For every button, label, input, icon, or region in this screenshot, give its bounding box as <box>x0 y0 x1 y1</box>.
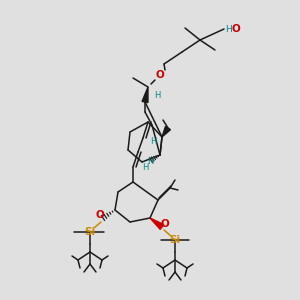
Polygon shape <box>142 87 148 103</box>
Text: O: O <box>96 210 104 220</box>
Text: Si: Si <box>84 227 96 237</box>
Text: H: H <box>225 25 231 34</box>
Text: O: O <box>160 219 169 229</box>
Text: H: H <box>154 91 160 100</box>
Text: H: H <box>142 163 148 172</box>
Polygon shape <box>150 218 164 230</box>
Text: Si: Si <box>169 235 181 245</box>
Polygon shape <box>162 126 170 137</box>
Text: H: H <box>147 158 153 166</box>
Text: O: O <box>232 24 240 34</box>
Text: O: O <box>156 70 164 80</box>
Text: H: H <box>150 136 156 146</box>
